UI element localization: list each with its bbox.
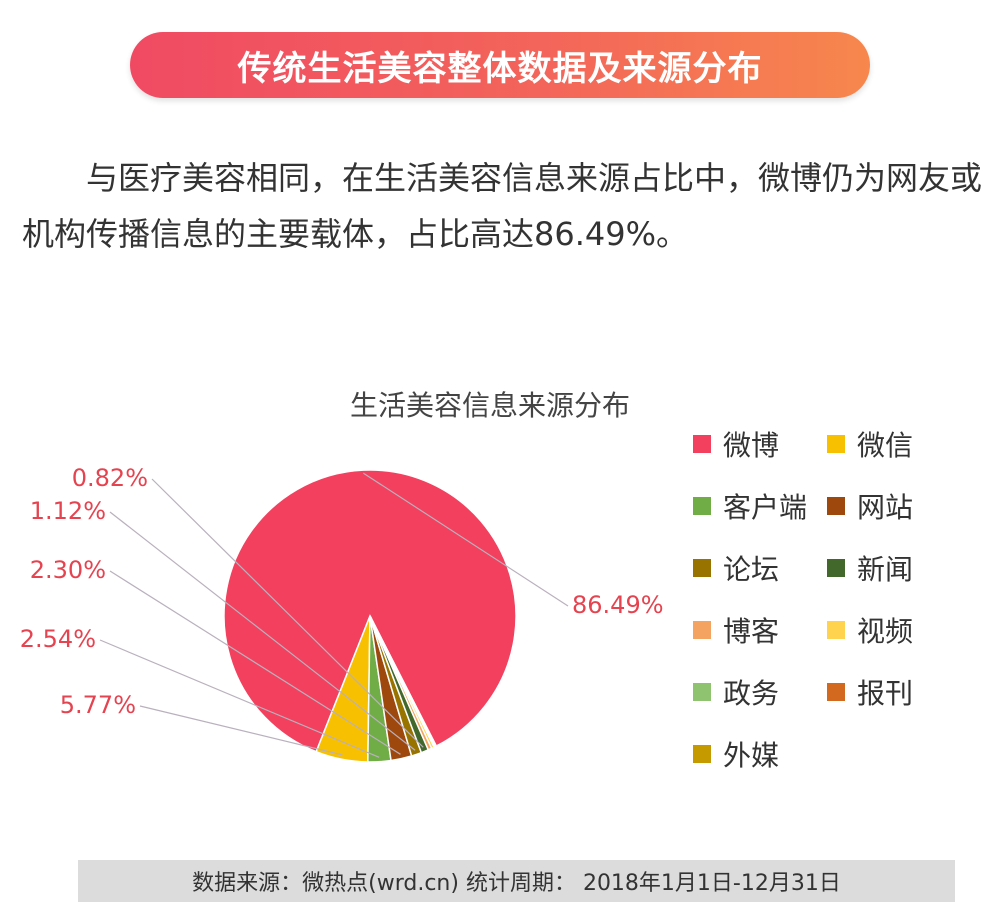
- pie-slice-10: [369, 615, 438, 748]
- data-label-1: 5.77%: [60, 691, 136, 719]
- data-label-2: 2.54%: [20, 625, 96, 653]
- data-label-0: 86.49%: [572, 591, 664, 619]
- leader-line-0: [362, 472, 569, 607]
- legend-item-7: 视频: [827, 610, 913, 650]
- legend-swatch-3: [827, 497, 845, 515]
- legend-item-5: 新闻: [827, 548, 913, 588]
- legend-swatch-6: [693, 621, 711, 639]
- legend-label-8: 政务: [723, 677, 780, 710]
- page-title: 传统生活美容整体数据及来源分布: [237, 48, 763, 89]
- legend-item-4: 论坛: [693, 548, 779, 588]
- leader-line-3: [109, 570, 401, 755]
- source-text: 数据来源：微热点(wrd.cn) 统计周期： 2018年1月1日-12月31日: [192, 871, 841, 896]
- legend-swatch-9: [827, 683, 845, 701]
- legend-item-1: 微信: [827, 424, 913, 464]
- intro-paragraph: 与医疗美容相同，在生活美容信息来源占比中，微博仍为网友或机构传播信息的主要载体，…: [22, 159, 983, 253]
- legend-swatch-7: [827, 621, 845, 639]
- legend-swatch-1: [827, 435, 845, 453]
- legend-swatch-8: [693, 683, 711, 701]
- legend-swatch-10: [693, 745, 711, 763]
- legend-swatch-0: [693, 435, 711, 453]
- data-label-5: 0.82%: [72, 464, 148, 492]
- legend-label-9: 报刊: [857, 677, 914, 710]
- legend-item-3: 网站: [827, 486, 913, 526]
- legend-label-7: 视频: [857, 615, 914, 648]
- data-label-4: 1.12%: [30, 497, 106, 525]
- leader-line-2: [99, 639, 380, 758]
- legend-item-8: 政务: [693, 672, 779, 712]
- title-banner: 传统生活美容整体数据及来源分布: [130, 32, 870, 98]
- legend-label-6: 博客: [723, 615, 780, 648]
- leader-line-1: [139, 705, 343, 756]
- legend-swatch-5: [827, 559, 845, 577]
- source-footer: 数据来源：微热点(wrd.cn) 统计周期： 2018年1月1日-12月31日: [78, 860, 955, 902]
- legend-label-10: 外媒: [723, 739, 780, 772]
- leader-line-4: [109, 511, 416, 751]
- legend-label-2: 客户端: [723, 491, 808, 524]
- legend-item-0: 微博: [693, 424, 779, 464]
- legend-swatch-4: [693, 559, 711, 577]
- legend-item-2: 客户端: [693, 486, 807, 526]
- legend-item-6: 博客: [693, 610, 779, 650]
- legend-label-1: 微信: [857, 429, 914, 462]
- legend-label-0: 微博: [723, 429, 780, 462]
- leader-line-5: [151, 478, 424, 748]
- pie-slice-0: [223, 469, 517, 753]
- legend-swatch-2: [693, 497, 711, 515]
- legend-item-9: 报刊: [827, 672, 913, 712]
- legend-label-5: 新闻: [857, 553, 914, 586]
- legend-label-4: 论坛: [723, 553, 780, 586]
- chart-title: 生活美容信息来源分布: [349, 389, 630, 422]
- legend-item-10: 外媒: [693, 734, 779, 774]
- legend-label-3: 网站: [857, 491, 914, 524]
- data-label-3: 2.30%: [30, 556, 106, 584]
